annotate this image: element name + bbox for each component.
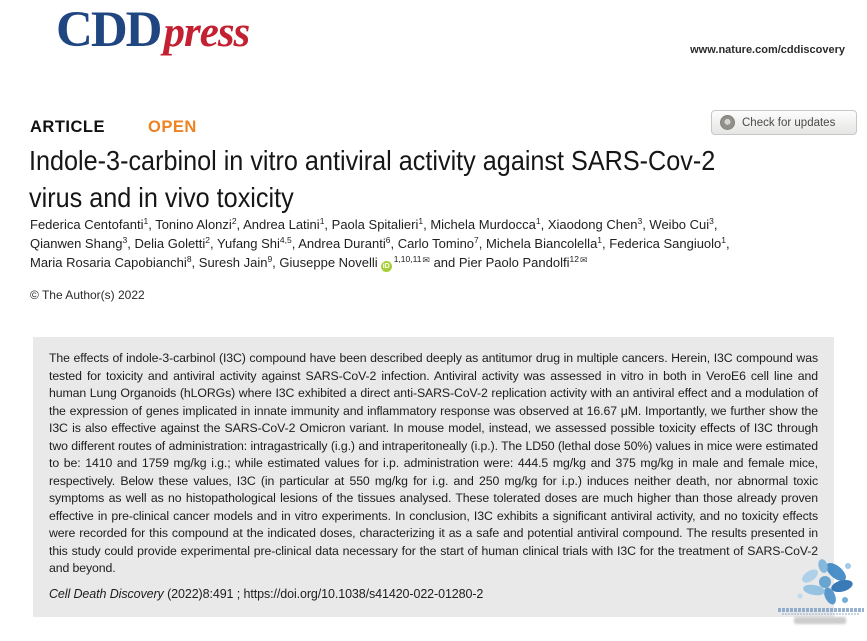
author-name: Federica Sangiuolo [609,236,722,251]
author-separator: , [191,255,199,270]
author-separator: , [540,217,548,232]
author-name: Tonino Alonzi [155,217,232,232]
article-title-line1: Indole-3-carbinol in vitro antiviral act… [29,145,716,176]
watermark-splat-logo-icon [797,559,853,605]
author-separator: , [726,236,730,251]
author-name: Xiaodong Chen [547,217,638,232]
article-title: Indole-3-carbinol in vitro antiviral act… [29,142,839,216]
author-name: Maria Rosaria Capobianchi [30,255,187,270]
author-separator: , [642,217,650,232]
author-affiliation-superscript: 6 [385,235,391,246]
author-affiliation-superscript: 3 [122,235,128,246]
author-name: Michela Biancolella [486,236,598,251]
cdd-press-logo: CDDpress [56,2,251,68]
author-name: Suresh Jain [198,255,268,270]
author-affiliation-superscript: 3 [637,216,643,227]
author-name: Weibo Cui [649,217,710,232]
copyright-line: © The Author(s) 2022 [30,288,145,302]
author-separator: , [148,217,156,232]
author-separator: , [324,217,332,232]
author-affiliation-superscript: 1 [319,216,325,227]
author-affiliation-superscript: 1 [143,216,149,227]
author-affiliation-superscript: 1 [535,216,541,227]
author-separator: , [127,236,135,251]
citation-volume-page: (2022)8:491 ; [163,586,244,601]
watermark-caption-subtext [782,613,860,615]
author-name: Michela Murdocca [430,217,536,232]
author-name: Qianwen Shang [30,236,123,251]
author-line: Federica Centofanti1, Tonino Alonzi2, An… [30,215,850,234]
crossmark-icon [720,115,735,130]
author-separator: , [236,217,244,232]
author-separator: , [272,255,280,270]
citation-line: Cell Death Discovery (2022)8:491 ; https… [49,587,818,601]
author-name: Andrea Duranti [298,236,386,251]
author-separator: , [602,236,610,251]
check-for-updates-button[interactable]: Check for updates [711,110,857,135]
author-affiliation-superscript: 1 [721,235,727,246]
open-access-label: OPEN [148,118,197,136]
logo-press-text: press [163,9,251,56]
email-corresponding-icon[interactable]: ✉ [579,254,588,265]
author-name: Pier Paolo Pandolfi [458,255,570,270]
author-separator: , [423,217,431,232]
author-affiliation-superscript: 1 [597,235,603,246]
author-name: Delia Goletti [134,236,206,251]
author-affiliation-superscript: 4,5 [279,235,292,246]
author-name: Giuseppe Novelli [279,255,378,270]
author-affiliation-superscript: 3 [709,216,714,227]
article-type-label: ARTICLE [30,118,105,136]
author-affiliation-superscript: 12 [569,254,579,265]
author-line: Maria Rosaria Capobianchi8, Suresh Jain9… [30,253,850,272]
author-name: Paola Spitalieri [331,217,419,232]
author-separator: , [390,236,398,251]
author-separator: , [713,217,718,232]
author-line: Qianwen Shang3, Delia Goletti2, Yufang S… [30,234,850,253]
author-list: Federica Centofanti1, Tonino Alonzi2, An… [30,215,850,272]
doi-link[interactable]: https://doi.org/10.1038/s41420-022-01280… [243,586,484,601]
logo-cdd-text: CDD [56,2,162,58]
author-separator: and [429,255,459,270]
email-corresponding-icon[interactable]: ✉ [422,254,430,265]
journal-name: Cell Death Discovery [49,586,164,601]
author-affiliation-superscript: 1,10,11 [393,254,422,265]
author-name: Federica Centofanti [30,217,144,232]
abstract-box: The effects of indole-3-carbinol (I3C) c… [33,337,834,617]
watermark [778,558,867,628]
article-title-line2: virus and in vivo toxicity [29,182,294,213]
author-name: Yufang Shi [217,236,280,251]
author-separator: , [210,236,218,251]
author-affiliation-superscript: 2 [205,235,211,246]
check-for-updates-label: Check for updates [742,116,836,129]
author-name: Andrea Latini [243,217,320,232]
author-affiliation-superscript: 2 [231,216,237,227]
author-affiliation-superscript: 8 [186,254,192,265]
author-separator: , [478,236,487,251]
orcid-icon[interactable]: iD [380,261,392,272]
author-name: Carlo Tomino [397,236,475,251]
author-affiliation-superscript: 7 [474,235,479,246]
watermark-caption-text [778,608,864,612]
journal-url: www.nature.com/cddiscovery [690,44,845,56]
watermark-gray-stamp [794,617,846,624]
author-affiliation-superscript: 1 [418,216,424,227]
author-affiliation-superscript: 9 [267,254,273,265]
abstract-text: The effects of indole-3-carbinol (I3C) c… [49,351,818,575]
author-separator: , [291,236,299,251]
